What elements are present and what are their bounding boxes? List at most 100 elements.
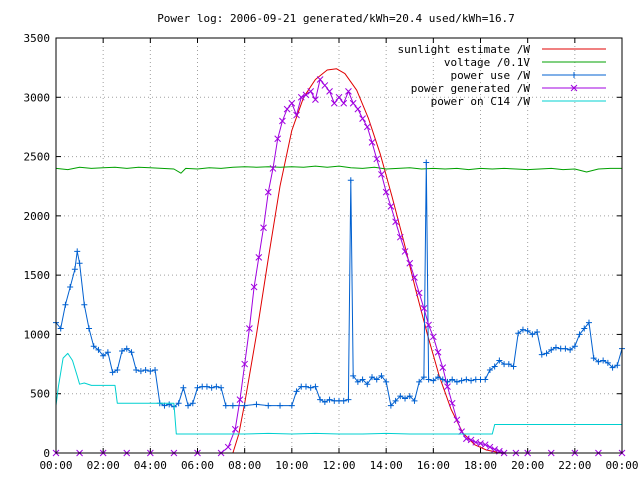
power-use-w-point bbox=[548, 346, 555, 353]
power-use-w-point bbox=[194, 384, 201, 391]
power-use-w-point bbox=[590, 355, 597, 362]
power-generated-w-point bbox=[269, 165, 277, 172]
power-generated-w-point bbox=[293, 111, 300, 119]
ticks-layer: 00:00 02:00 04:00 06:00 08:00 10:00 12:00 14:00… bbox=[24, 32, 639, 472]
x-tick-label: 16:00 bbox=[417, 459, 450, 472]
power-generated-w-point bbox=[491, 446, 499, 453]
power-use-w-point bbox=[81, 301, 88, 308]
power-use-w-point bbox=[114, 367, 121, 373]
x-tick-label: 10:00 bbox=[275, 459, 308, 472]
power-generated-w-point bbox=[467, 436, 475, 444]
power-use-w-point bbox=[62, 301, 69, 308]
power-use-w-point bbox=[95, 346, 102, 353]
power-generated-w-point bbox=[279, 117, 286, 125]
power-use-w-point bbox=[185, 402, 192, 409]
power-generated-w-point bbox=[481, 441, 489, 449]
power-use-w-point bbox=[326, 396, 333, 403]
power-use-w-point bbox=[104, 349, 111, 356]
power-generated-w-point bbox=[260, 224, 267, 232]
power-generated-w-point bbox=[326, 88, 333, 95]
power-use-w-point bbox=[175, 400, 182, 407]
power-use-w-point bbox=[529, 331, 536, 338]
power-use-w-point bbox=[496, 357, 503, 364]
y-tick-label: 3000 bbox=[24, 91, 51, 104]
power-generated-w-point bbox=[363, 123, 371, 131]
power-generated-w-point bbox=[349, 99, 357, 107]
power-generated-w-point bbox=[241, 360, 249, 368]
y-tick-label: 1500 bbox=[24, 269, 51, 282]
power-generated-w-point bbox=[312, 96, 319, 104]
power-use-w-point bbox=[543, 350, 550, 357]
power-use-w-point bbox=[369, 374, 376, 381]
power-use-w-point bbox=[406, 393, 413, 400]
power-generated-w-point bbox=[354, 105, 362, 113]
x-tick-label: 18:00 bbox=[464, 459, 497, 472]
power-use-w-point bbox=[519, 326, 526, 333]
power-use-w-point bbox=[123, 345, 130, 352]
x-tick-label: 00:00 bbox=[605, 459, 638, 472]
power-use-w-point bbox=[416, 378, 423, 385]
power-generated-w-point bbox=[224, 443, 232, 451]
voltage-0-1v-series bbox=[55, 165, 622, 174]
power-use-w-point bbox=[222, 402, 229, 409]
power-use-w-point bbox=[604, 359, 611, 366]
power-use-w-point bbox=[74, 248, 81, 255]
power-use-w-point bbox=[345, 396, 352, 403]
series-layer bbox=[52, 68, 626, 457]
power-generated-w-point bbox=[373, 155, 381, 163]
x-tick-label: 06:00 bbox=[181, 459, 214, 472]
power-use-w-point bbox=[595, 358, 602, 365]
power-use-w-point bbox=[213, 383, 220, 390]
power-use-w-point bbox=[538, 351, 545, 358]
power-generated-w-point bbox=[453, 416, 461, 424]
x-tick-label: 08:00 bbox=[228, 459, 261, 472]
y-tick-label: 3500 bbox=[24, 32, 51, 45]
x-tick-label: 14:00 bbox=[370, 459, 403, 472]
power-generated-w-point bbox=[387, 203, 395, 210]
legend-marker-power-generated-w bbox=[570, 84, 578, 92]
x-tick-label: 12:00 bbox=[322, 459, 355, 472]
power-use-w-point bbox=[152, 367, 159, 373]
power-use-w-point bbox=[458, 377, 465, 384]
power-use-w-point bbox=[576, 331, 583, 338]
power-use-w-point bbox=[218, 384, 225, 391]
power-generated-w-point bbox=[378, 171, 385, 178]
power-use-w-point bbox=[453, 378, 460, 385]
power-use-w-series bbox=[53, 159, 625, 410]
power-use-w-point bbox=[430, 377, 437, 384]
power-use-w-point bbox=[383, 378, 390, 385]
power-use-w-point bbox=[505, 361, 512, 368]
power-use-w-point bbox=[491, 363, 498, 370]
y-tick-label: 2500 bbox=[24, 151, 51, 164]
voltage-0-1v-line bbox=[55, 165, 622, 174]
power-use-w-point bbox=[444, 378, 451, 385]
power-use-w-point bbox=[307, 384, 314, 391]
power-use-w-point bbox=[439, 376, 446, 383]
x-tick-label: 20:00 bbox=[511, 459, 544, 472]
power-generated-w-point bbox=[396, 233, 404, 241]
power-use-w-point bbox=[510, 363, 517, 370]
power-generated-w-point bbox=[302, 91, 310, 99]
legend-label-power-on-c14-w: power on C14 /W bbox=[431, 95, 531, 108]
power-use-w-point bbox=[133, 367, 140, 373]
power-generated-w-point bbox=[255, 254, 263, 261]
power-generated-w-point bbox=[288, 99, 296, 107]
power-use-w-point bbox=[609, 364, 616, 371]
power-use-w-point bbox=[109, 369, 116, 376]
power-use-w-point bbox=[373, 376, 380, 383]
power-use-w-point bbox=[86, 325, 93, 332]
power-use-w-point bbox=[71, 266, 78, 273]
power-use-w-point bbox=[229, 402, 236, 409]
x-tick-label: 04:00 bbox=[134, 459, 167, 472]
power-use-w-point bbox=[482, 376, 489, 383]
power-generated-w-point bbox=[321, 82, 329, 89]
power-use-w-point bbox=[567, 346, 574, 353]
power-use-w-point bbox=[402, 395, 409, 402]
x-tick-label: 22:00 bbox=[558, 459, 591, 472]
power-use-w-point bbox=[288, 402, 295, 409]
legend-label-power-generated-w: power generated /W bbox=[411, 82, 531, 95]
power-generated-w-series bbox=[52, 76, 626, 457]
power-use-w-point bbox=[534, 329, 541, 336]
power-use-w-point bbox=[317, 396, 324, 403]
